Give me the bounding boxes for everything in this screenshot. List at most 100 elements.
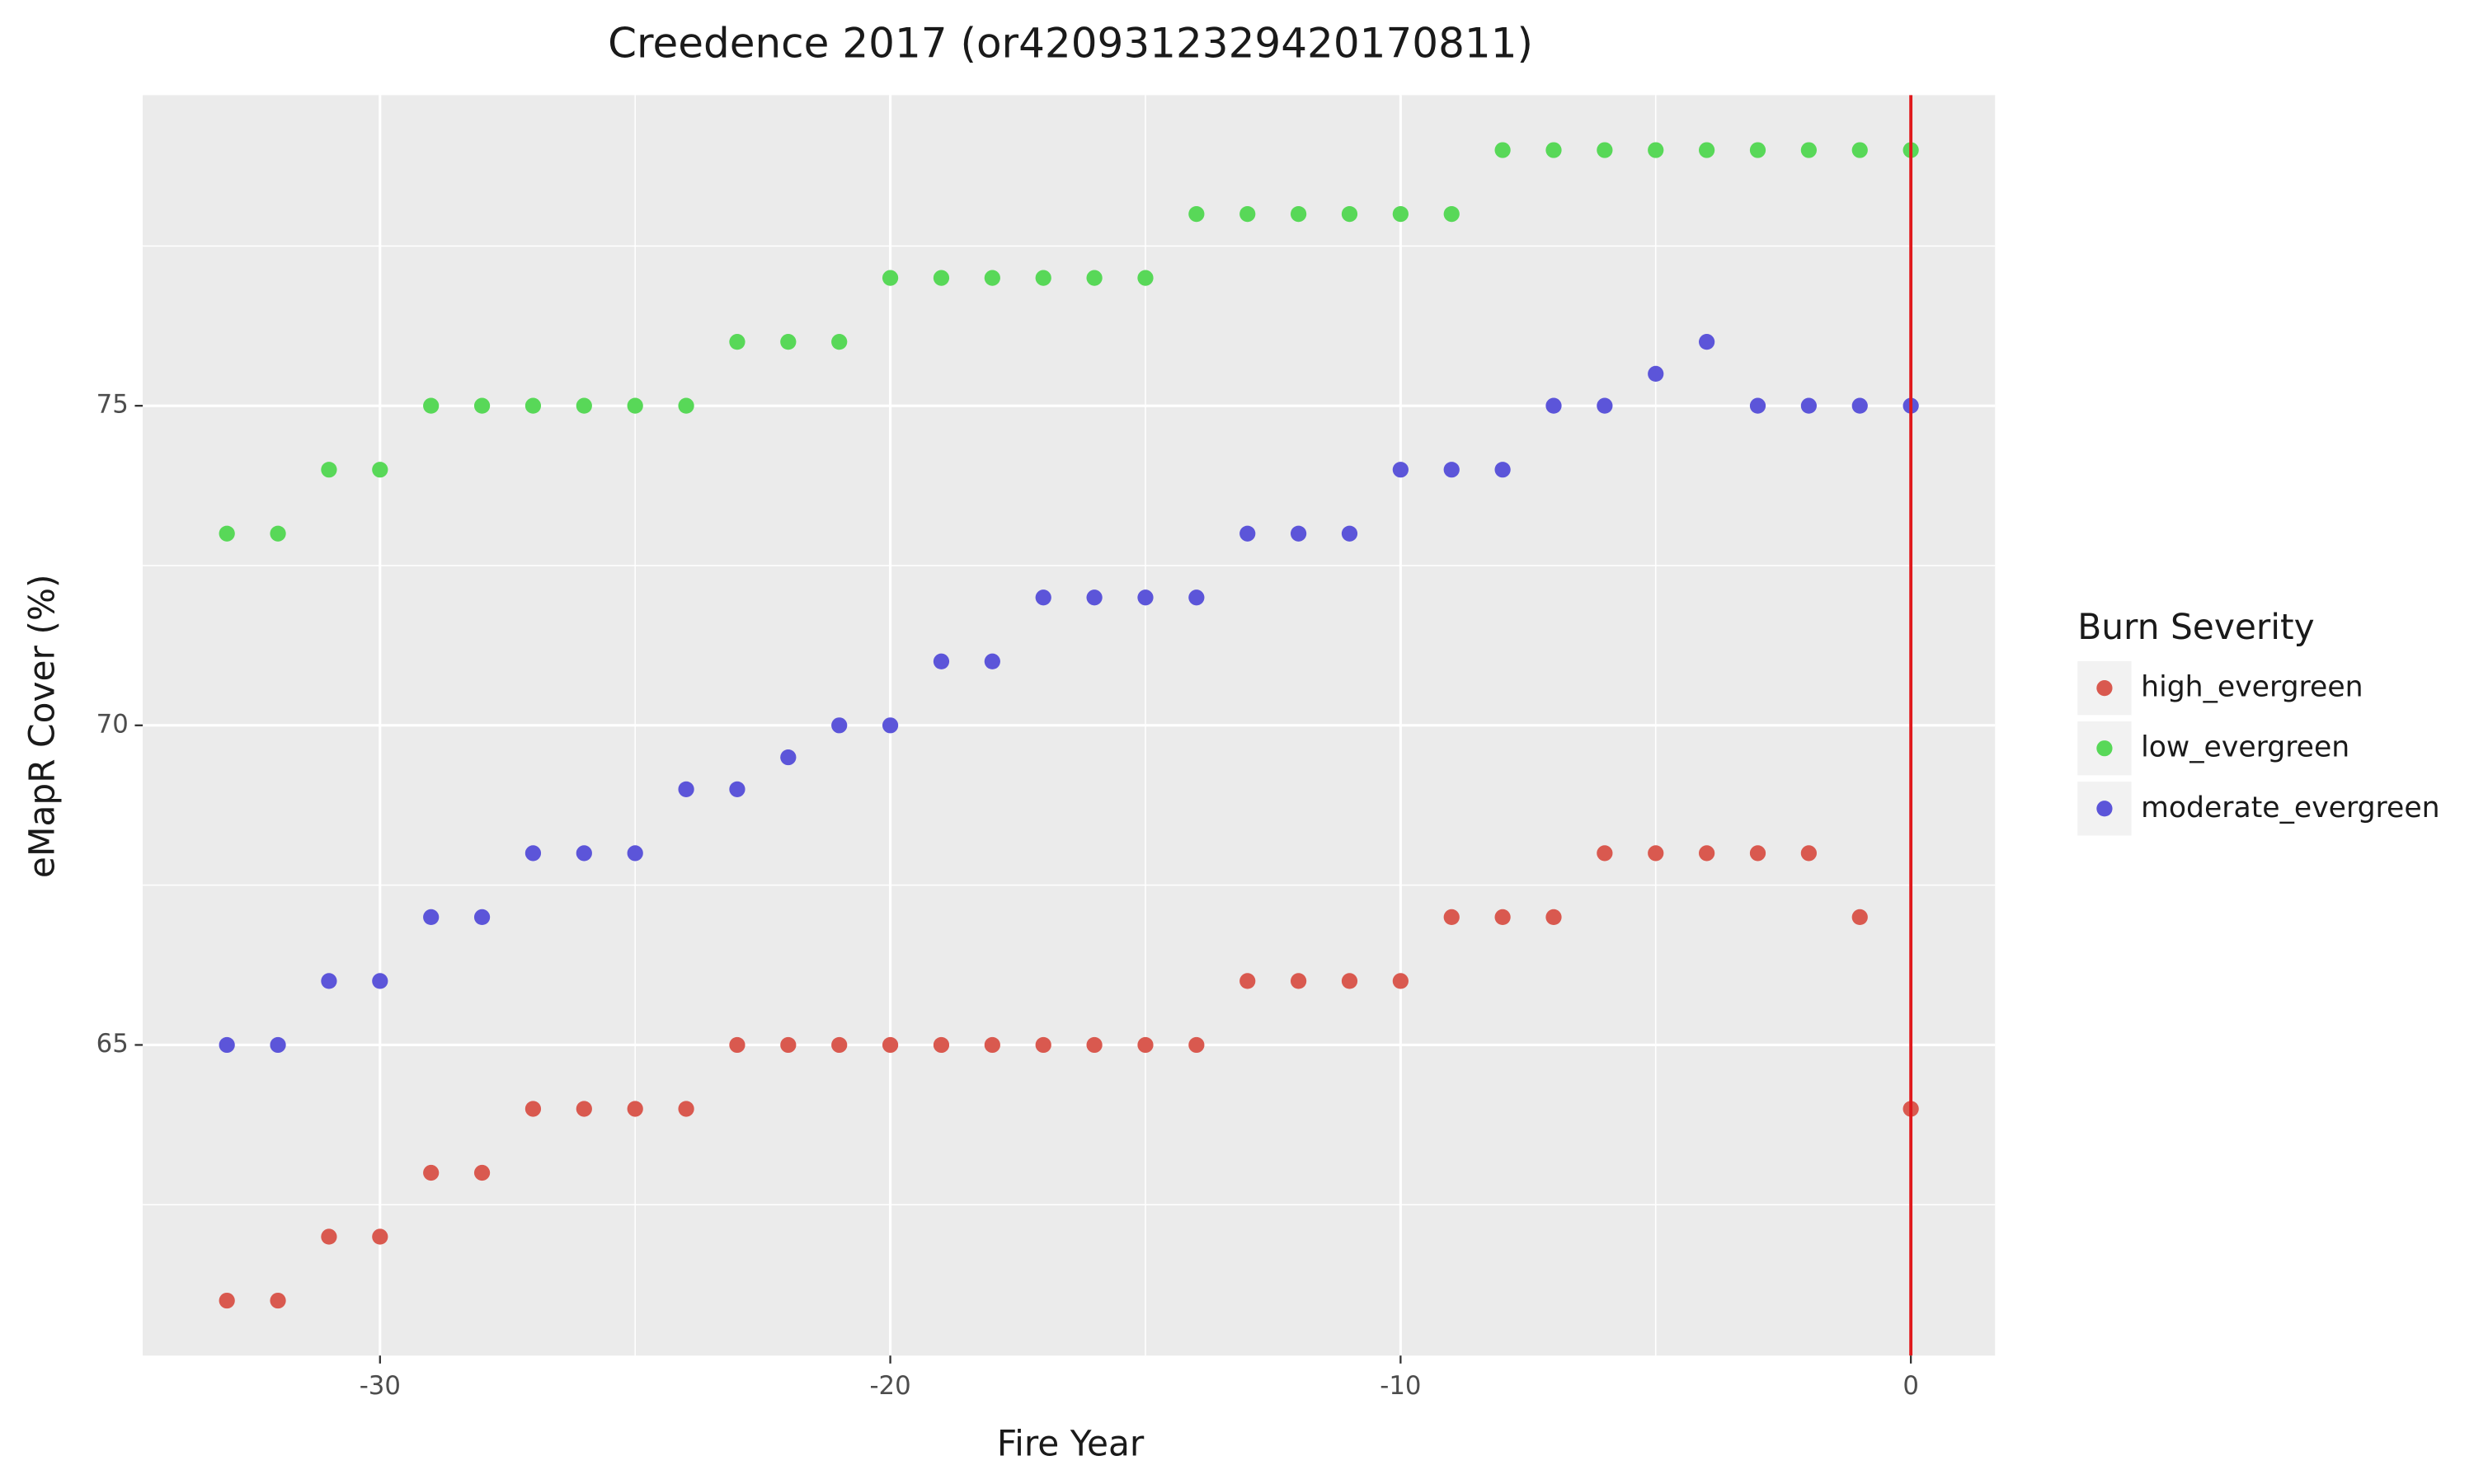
point [576,845,592,862]
x-tick-label: -20 [869,1371,910,1401]
legend-label: low_evergreen [2141,731,2349,764]
point [524,397,542,414]
point [1392,973,1409,989]
point [1545,142,1562,158]
legend-symbol [2096,680,2113,697]
point [1749,845,1766,862]
point [1035,589,1051,606]
legend-symbol [2096,740,2113,757]
point [1392,462,1409,478]
point [321,462,337,478]
point [1341,973,1358,989]
point [1239,205,1256,223]
point [219,1036,235,1054]
point [1749,397,1766,414]
point [321,973,337,989]
y-tick-label: 70 [96,709,129,739]
point [1699,142,1715,158]
y-tick-label: 65 [96,1029,129,1059]
point [1494,909,1511,926]
point [780,334,797,350]
point [984,653,1000,669]
point [1545,397,1562,414]
point [372,462,388,478]
point [933,270,950,286]
point [678,781,694,797]
point [1341,525,1358,542]
point [1086,270,1103,286]
legend-title: Burn Severity [2077,607,2314,647]
point [933,1036,950,1054]
point [1035,270,1051,286]
point [423,909,440,926]
point [1800,142,1817,158]
point [882,270,899,286]
point [1597,142,1613,158]
chart-title: Creedence 2017 (or4209312329420170811) [608,19,1533,67]
point [882,1036,899,1054]
legend: high_evergreen low_evergreen moderate_ever… [2077,660,2440,836]
point [984,1036,1000,1054]
point [576,1101,592,1117]
point [1699,845,1715,862]
point [1392,205,1409,223]
point [1290,973,1307,989]
point [270,1292,286,1309]
point [831,334,848,350]
x-tick-label: -30 [360,1371,401,1401]
point [219,525,235,542]
point [524,1101,542,1117]
point [1137,589,1154,606]
point [1851,909,1868,926]
legend-symbol [2096,801,2113,817]
point [1137,270,1154,286]
point [1597,397,1613,414]
point [1086,1036,1103,1054]
point [1648,142,1664,158]
point [984,270,1000,286]
point [1597,845,1613,862]
point [1188,589,1205,606]
point [1443,909,1460,926]
point [372,1228,388,1245]
point [270,1036,286,1054]
point [372,973,388,989]
x-tick-label: -10 [1380,1371,1421,1401]
point [1443,205,1460,223]
point [423,397,440,414]
point [576,397,592,414]
point [1086,589,1103,606]
point [780,749,797,766]
point [627,845,643,862]
point [1290,205,1307,223]
point [780,1036,797,1054]
point [627,1101,643,1117]
point [1851,142,1868,158]
point [219,1292,235,1309]
point [1800,397,1817,414]
point [1188,1036,1205,1054]
point [1494,142,1511,158]
point [1239,525,1256,542]
point [473,909,491,926]
x-axis-label: Fire Year [997,1423,1145,1463]
point [473,397,491,414]
point [270,525,286,542]
point [423,1164,440,1181]
marks [219,95,1919,1356]
y-axis-label: eMapR Cover (%) [21,574,62,878]
point [678,1101,694,1117]
point [729,334,745,350]
point [1800,845,1817,862]
point [729,781,745,797]
point [1648,845,1664,862]
y-tick-label: 75 [96,390,129,420]
point [678,397,694,414]
point [321,1228,337,1245]
point [1851,397,1868,414]
point [1648,365,1664,383]
point [831,717,848,734]
point [1341,205,1358,223]
